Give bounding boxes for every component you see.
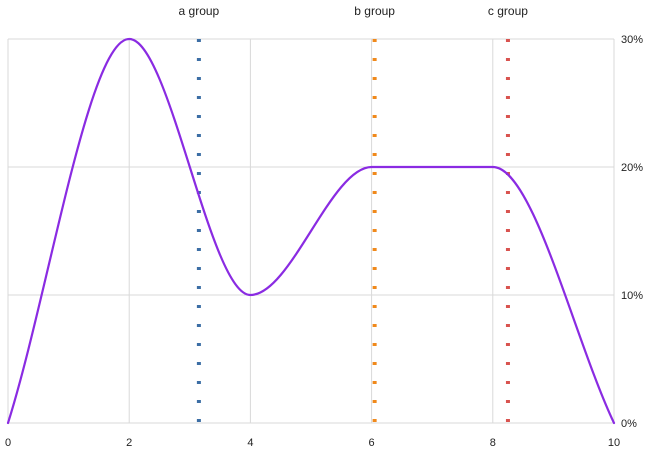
series-line xyxy=(6,37,616,425)
x-tick-label: 8 xyxy=(490,437,496,449)
x-tick-label: 0 xyxy=(5,437,11,449)
group-marker-label: a group xyxy=(179,4,220,18)
group-marker-label: b group xyxy=(354,4,395,18)
y-tick-label: 30% xyxy=(621,34,643,46)
grid xyxy=(7,38,615,424)
x-axis-ticks: 0 2 4 6 8 10 xyxy=(5,437,620,449)
group-labels: a group b group c group xyxy=(179,4,529,18)
x-tick-label: 4 xyxy=(247,437,253,449)
x-tick-label: 6 xyxy=(369,437,375,449)
group-markers xyxy=(196,39,510,423)
group-marker-label: c group xyxy=(488,4,528,18)
x-tick-label: 10 xyxy=(608,437,620,449)
series-layer xyxy=(6,37,616,425)
y-tick-label: 10% xyxy=(621,290,643,302)
x-tick-label: 2 xyxy=(126,437,132,449)
y-tick-label: 0% xyxy=(621,418,637,430)
y-tick-label: 20% xyxy=(621,162,643,174)
y-axis-ticks: 0% 10% 20% 30% xyxy=(621,34,643,430)
